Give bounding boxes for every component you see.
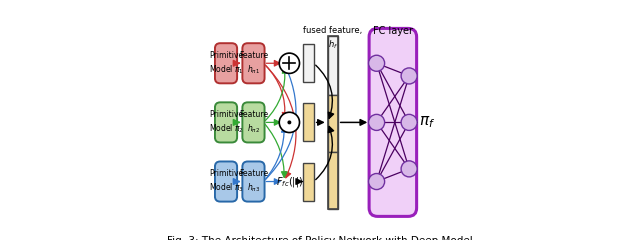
Bar — [328, 95, 338, 152]
Bar — [328, 36, 338, 95]
FancyBboxPatch shape — [243, 162, 264, 202]
Text: $F_{fc}(||)$: $F_{fc}(||)$ — [276, 174, 303, 189]
Text: Feature
$h_{\pi 2}$: Feature $h_{\pi 2}$ — [239, 110, 268, 135]
FancyBboxPatch shape — [243, 102, 264, 143]
Circle shape — [279, 112, 300, 132]
Text: Primitive
Model $\pi_2$: Primitive Model $\pi_2$ — [209, 110, 243, 135]
Bar — [303, 103, 314, 141]
Text: Primitive
Model $\pi_3$: Primitive Model $\pi_3$ — [209, 169, 243, 194]
Text: fused feature,
$h_f$: fused feature, $h_f$ — [303, 26, 362, 50]
Text: $\pi_f$: $\pi_f$ — [419, 114, 436, 130]
Bar — [328, 36, 338, 209]
FancyBboxPatch shape — [215, 43, 237, 83]
FancyBboxPatch shape — [369, 28, 417, 216]
Text: Primitive
Model $\pi_1$: Primitive Model $\pi_1$ — [209, 51, 243, 76]
Circle shape — [369, 174, 385, 190]
Text: Fig. 3: The Architecture of Policy Network with Deep Model: Fig. 3: The Architecture of Policy Netwo… — [167, 236, 473, 240]
FancyBboxPatch shape — [243, 43, 264, 83]
Bar — [303, 44, 314, 82]
Bar — [328, 152, 338, 209]
FancyBboxPatch shape — [215, 162, 237, 202]
Circle shape — [369, 114, 385, 130]
Circle shape — [369, 55, 385, 71]
Circle shape — [401, 68, 417, 84]
Text: Feature
$h_{\pi 3}$: Feature $h_{\pi 3}$ — [239, 169, 268, 194]
FancyBboxPatch shape — [215, 102, 237, 143]
Circle shape — [401, 114, 417, 130]
Text: FC layer: FC layer — [373, 26, 413, 36]
Bar — [303, 162, 314, 201]
Text: Feature
$h_{\pi 1}$: Feature $h_{\pi 1}$ — [239, 51, 268, 76]
Circle shape — [288, 121, 291, 124]
Circle shape — [401, 161, 417, 177]
Circle shape — [279, 53, 300, 73]
